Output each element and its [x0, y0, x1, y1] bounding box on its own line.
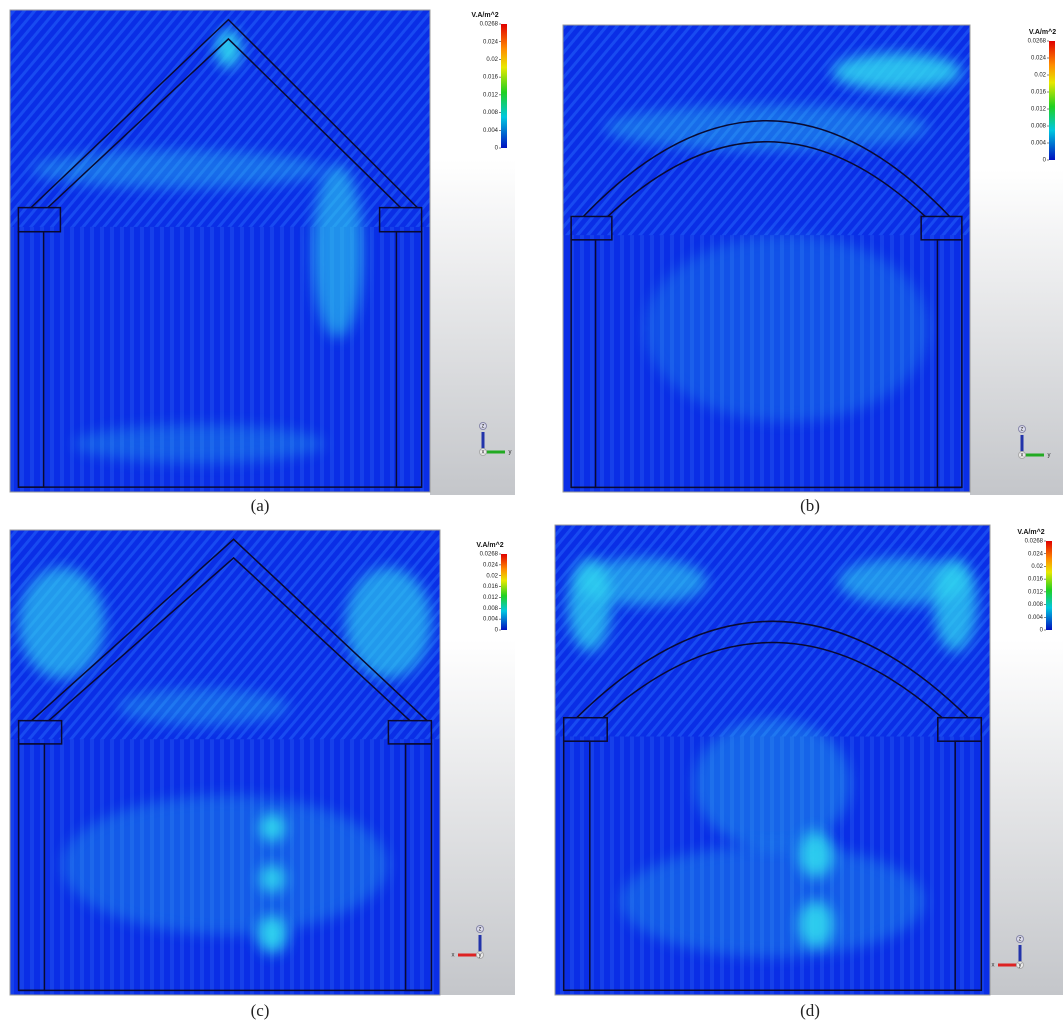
- axis-label: x: [452, 953, 455, 959]
- axis-label: y: [509, 450, 512, 456]
- field-hotspot: [118, 688, 290, 725]
- field-map: [563, 25, 970, 492]
- axis-label: x: [1021, 453, 1024, 459]
- field-hotspot: [345, 567, 431, 679]
- colorbar-tick-label: 0.016: [483, 75, 499, 81]
- field-hotspot: [644, 235, 929, 422]
- colorbar-unit: V.A/m^2: [1029, 28, 1056, 36]
- colorbar-unit: V.A/m^2: [471, 11, 498, 19]
- colorbar-tick-label: 0.0268: [480, 552, 499, 558]
- field-map: [555, 525, 990, 995]
- panel: V.A/m^2 0.0268 0.024 0.02 0.016 0.012 0.008 0.0…: [555, 525, 1063, 1020]
- colorbar-tick-label: 0.02: [486, 57, 498, 63]
- field-hotspot: [19, 567, 105, 679]
- axis-label: z: [1021, 427, 1024, 433]
- colorbar-tick-label: 0.004: [1028, 615, 1044, 621]
- colorbar-box: [1022, 25, 1063, 170]
- figure: V.A/m^2 0.0268 0.024 0.02 0.016 0.012 0.008 0.0…: [0, 0, 1063, 1024]
- colorbar-tick-label: 0.0268: [1025, 539, 1044, 545]
- caption: (d): [800, 1001, 820, 1020]
- colorbar-tick-label: 0.024: [483, 39, 499, 45]
- colorbar-tick-label: 0.0268: [480, 22, 499, 28]
- field-hotspot: [838, 558, 969, 605]
- colorbar-tick-label: 0.02: [1031, 564, 1043, 570]
- colorbar-tick-label: 0.024: [1028, 551, 1044, 557]
- colorbar: [501, 24, 507, 148]
- field-map: [10, 530, 440, 995]
- field-hotspot: [312, 164, 362, 338]
- colorbar-tick-label: 0.012: [1028, 589, 1044, 595]
- colorbar-unit: V.A/m^2: [476, 541, 503, 549]
- colorbar-tick-label: 0.016: [1028, 577, 1044, 583]
- panel: V.A/m^2 0.0268 0.024 0.02 0.016 0.012 0.008 0.0…: [10, 530, 515, 1020]
- background: [440, 640, 515, 995]
- colorbar-tick-label: 0.008: [483, 110, 499, 116]
- axis-label: z: [482, 424, 485, 430]
- colorbar-tick-label: 0.004: [483, 617, 499, 623]
- panel: V.A/m^2 0.0268 0.024 0.02 0.016 0.012 0.008 0.0…: [563, 25, 1063, 515]
- background: [970, 170, 1063, 495]
- background: [990, 640, 1063, 995]
- colorbar-tick-label: 0.004: [483, 128, 499, 134]
- colorbar-tick-label: 0.012: [483, 595, 499, 601]
- colorbar-tick-label: 0.012: [483, 92, 499, 98]
- axis-label: y: [479, 953, 482, 959]
- colorbar: [1046, 541, 1052, 630]
- axis-label: x: [992, 963, 995, 969]
- axis-label: y: [1048, 453, 1051, 459]
- field-hotspot: [62, 795, 389, 935]
- colorbar-tick-label: 0.016: [483, 584, 499, 590]
- colorbar-tick-label: 0.0268: [1028, 39, 1047, 45]
- colorbar-tick-label: 0.004: [1031, 141, 1047, 147]
- field-hotspot: [694, 718, 851, 850]
- colorbar-unit: V.A/m^2: [1017, 528, 1044, 536]
- colorbar-tick-label: 0.024: [483, 562, 499, 568]
- colorbar-tick-label: 0.02: [1034, 73, 1046, 79]
- axis-label: y: [1019, 963, 1022, 969]
- field-map: [10, 10, 430, 492]
- colorbar-tick-label: 0.02: [486, 573, 498, 579]
- caption: (b): [800, 496, 820, 515]
- colorbar-tick-label: 0.024: [1031, 56, 1047, 62]
- background: [430, 160, 515, 495]
- colorbar-tick-label: 0.008: [483, 606, 499, 612]
- colorbar-tick-label: 0.008: [1031, 124, 1047, 130]
- colorbar-tick-label: 0.008: [1028, 602, 1044, 608]
- axis-label: x: [482, 450, 485, 456]
- field-hotspot: [832, 53, 962, 90]
- caption: (c): [251, 1001, 270, 1020]
- colorbar-tick-label: 0.012: [1031, 107, 1047, 113]
- field-hotspot: [604, 104, 930, 151]
- colorbar: [1049, 41, 1055, 160]
- field-waves: [555, 525, 990, 737]
- axis-label: z: [1019, 937, 1022, 943]
- colorbar-tick-label: 0.016: [1031, 90, 1047, 96]
- axis-label: z: [479, 927, 482, 933]
- field-hotspot: [577, 558, 708, 605]
- colorbar: [501, 554, 507, 630]
- caption: (a): [251, 496, 270, 515]
- field-hotspot: [73, 425, 325, 464]
- panel: V.A/m^2 0.0268 0.024 0.02 0.016 0.012 0.008 0.0…: [10, 8, 515, 515]
- field-hotspot: [620, 845, 925, 958]
